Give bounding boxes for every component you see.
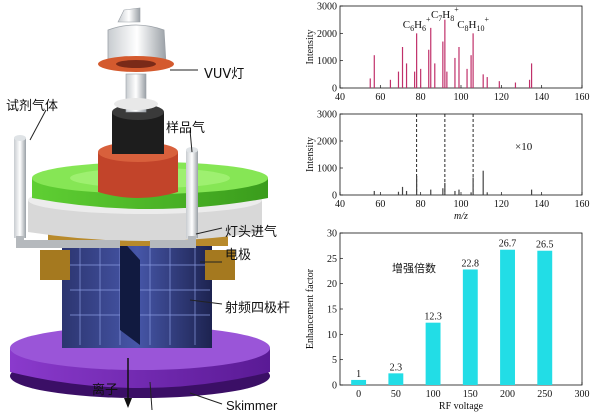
- scale-annotation: ×10: [515, 141, 533, 153]
- electrode-label: 电极: [225, 248, 252, 263]
- x-axis-label: m/z: [454, 211, 468, 222]
- x-tick-label: 140: [534, 92, 549, 103]
- y-tick-label: 5: [332, 355, 337, 366]
- x-tick-label: 80: [416, 199, 426, 210]
- x-tick-label: 200: [500, 389, 515, 400]
- leader-lines: [29, 69, 223, 411]
- chart-2: 0 1000 2000 3000 40 60 80 100 120 140 160 Intensity…: [305, 110, 590, 223]
- x-tick-label: 50: [391, 389, 401, 400]
- x-tick-label: 0: [356, 389, 361, 400]
- enhancement-bar: [388, 373, 404, 385]
- sample-gas-tube: [186, 150, 198, 238]
- vuv-lamp-label: VUV灯: [204, 67, 245, 82]
- x-tick-label: 250: [537, 389, 552, 400]
- ions-label: 离子: [92, 383, 119, 398]
- enhancement-bar: [537, 250, 553, 385]
- y-tick-label: 0: [332, 381, 337, 392]
- x-tick-label: 120: [494, 199, 509, 210]
- rf-quadrupole-label: 射频四极杆: [225, 301, 291, 316]
- y-axis-label: Intensity: [305, 137, 316, 172]
- ion-arrow: [124, 358, 132, 408]
- x-tick-label: 80: [416, 92, 426, 103]
- enhancement-bar: [351, 379, 367, 385]
- bar-value-label: 2.3: [390, 362, 403, 373]
- y-tick-label: 25: [327, 254, 337, 265]
- y-tick-label: 2000: [317, 29, 337, 40]
- bar-value-label: 26.7: [499, 239, 517, 250]
- x-tick-label: 60: [375, 199, 385, 210]
- y-tick-label: 0: [332, 191, 337, 202]
- x-tick-label: 160: [575, 199, 590, 210]
- enhancement-bar: [425, 322, 441, 385]
- ion-annotation: C8H10+: [457, 15, 489, 33]
- bar-value-label: 22.8: [462, 258, 480, 269]
- y-tick-label: 30: [327, 229, 337, 240]
- bar-value-label: 12.3: [424, 312, 442, 323]
- enhancement-bar: [500, 249, 515, 385]
- y-tick-label: 0: [332, 84, 337, 95]
- plot-frame: [339, 113, 583, 196]
- x-tick-label: 100: [426, 389, 441, 400]
- y-tick-label: 3000: [317, 110, 337, 121]
- y-axis-label: Intensity: [305, 30, 316, 65]
- reagent-gas-label: 试剂气体: [6, 99, 59, 114]
- x-tick-label: 60: [375, 92, 385, 103]
- x-tick-label: 120: [494, 92, 509, 103]
- skimmer-label: Skimmer: [226, 398, 278, 413]
- x-tick-label: 140: [534, 199, 549, 210]
- reagent-gas-tube: [14, 138, 26, 238]
- y-axis-label: Enhancement factor: [305, 268, 316, 349]
- lamp-holder: [98, 152, 178, 198]
- ion-annotation: C7H8+: [431, 5, 459, 23]
- apparatus-illustration: [10, 7, 270, 411]
- y-tick-label: 10: [327, 330, 337, 341]
- x-tick-label: 100: [454, 92, 469, 103]
- enhancement-bar: [462, 269, 478, 385]
- y-tick-label: 3000: [317, 2, 337, 13]
- y-tick-label: 1000: [317, 56, 337, 67]
- lamp-inlet-label: 灯头进气: [225, 225, 278, 240]
- bar-value-label: 26.5: [536, 240, 554, 251]
- x-tick-label: 150: [463, 389, 478, 400]
- ion-annotation: C6H6+: [403, 15, 431, 33]
- x-tick-label: 160: [575, 92, 590, 103]
- x-tick-label: 100: [454, 199, 469, 210]
- y-tick-label: 15: [327, 305, 337, 316]
- x-tick-label: 40: [335, 199, 345, 210]
- y-tick-label: 20: [327, 279, 337, 290]
- bar-value-label: 1: [356, 369, 361, 380]
- x-tick-label: 300: [575, 389, 590, 400]
- enhancement-annotation: 增强倍数: [392, 261, 436, 275]
- sample-gas-label: 样品气: [166, 121, 206, 136]
- y-tick-label: 2000: [317, 137, 337, 148]
- chart-1: 0 1000 2000 3000 40 60 80 100 120 140 160 Intensity…: [305, 2, 590, 104]
- x-tick-label: 40: [335, 92, 345, 103]
- x-axis-label: RF voltage: [439, 401, 484, 412]
- y-tick-label: 1000: [317, 164, 337, 175]
